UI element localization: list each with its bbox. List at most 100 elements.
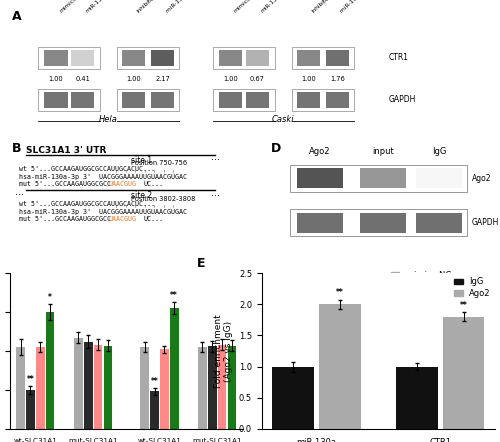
Text: **: **	[460, 301, 468, 310]
Bar	[246, 50, 269, 66]
Bar	[117, 89, 180, 111]
Text: ...: ...	[210, 152, 220, 162]
Text: mimics-NC: mimics-NC	[58, 0, 86, 14]
Text: wt 5'...GCCAAGAUGGCGCCAUUGCACUC...: wt 5'...GCCAAGAUGGCGCCAUUGCACUC...	[20, 165, 156, 171]
Text: wt 5'...GCCAAGAUGGCGCCAUUGCACUC...: wt 5'...GCCAAGAUGGCGCCAUUGCACUC...	[20, 201, 156, 206]
Bar	[228, 346, 236, 429]
Bar	[122, 91, 146, 108]
Bar	[396, 366, 438, 429]
Bar	[46, 312, 54, 429]
Bar	[290, 165, 467, 192]
Bar	[140, 347, 149, 429]
Text: 0.41: 0.41	[76, 76, 90, 82]
Bar	[38, 47, 100, 69]
Bar	[292, 89, 354, 111]
Bar	[212, 47, 275, 69]
Bar	[443, 317, 484, 429]
Bar	[36, 347, 44, 429]
Text: IgG: IgG	[432, 147, 446, 156]
Text: hsa-miR-130a-3p 3'  UACGGGAAAAUUGUAACGUGAC: hsa-miR-130a-3p 3' UACGGGAAAAUUGUAACGUGA…	[20, 174, 188, 180]
Text: UC...: UC...	[144, 216, 164, 222]
Bar	[219, 50, 242, 66]
Text: 1.00: 1.00	[126, 76, 141, 82]
Text: Hela: Hela	[100, 115, 118, 124]
Bar	[296, 91, 320, 108]
Text: 2.17: 2.17	[156, 76, 170, 82]
Bar	[71, 50, 94, 66]
Bar	[296, 50, 320, 66]
Bar	[38, 89, 100, 111]
Bar	[44, 91, 68, 108]
Text: A: A	[12, 10, 22, 23]
Text: miR-130a inhibitor: miR-130a inhibitor	[340, 0, 384, 14]
Bar	[150, 392, 159, 429]
Text: Caski: Caski	[272, 115, 294, 124]
Bar	[160, 350, 168, 429]
Text: E: E	[196, 257, 205, 270]
Bar	[246, 91, 269, 108]
Bar	[292, 47, 354, 69]
Bar	[151, 50, 174, 66]
Bar	[71, 91, 94, 108]
Text: Position 750-756: Position 750-756	[131, 160, 188, 166]
Bar	[44, 50, 68, 66]
Text: GAPDH: GAPDH	[388, 95, 415, 104]
Text: Position 3802-3808: Position 3802-3808	[131, 196, 196, 202]
Bar	[94, 345, 102, 429]
Legend: mimics-NC, miR-130a mimics, inhibitor-NC, miR-130a inhibitor: mimics-NC, miR-130a mimics, inhibitor-NC…	[391, 271, 484, 315]
Bar	[326, 50, 349, 66]
Text: input: input	[372, 147, 394, 156]
Text: ...: ...	[210, 188, 220, 198]
Bar	[122, 50, 146, 66]
Text: Ago2: Ago2	[472, 174, 491, 183]
Text: inhibitor-NC: inhibitor-NC	[310, 0, 340, 14]
Bar	[104, 346, 112, 429]
Bar	[320, 305, 360, 429]
Text: site 2: site 2	[131, 191, 152, 200]
Text: **: **	[336, 289, 344, 297]
Bar	[74, 338, 82, 429]
Text: mut 5'...GCCAAGAUGGCGCC: mut 5'...GCCAAGAUGGCGCC	[20, 181, 112, 187]
Text: 1.76: 1.76	[330, 76, 345, 82]
Text: 0.67: 0.67	[250, 76, 265, 82]
Text: *: *	[48, 293, 52, 302]
Text: hsa-miR-130a-3p 3'  UACGGGAAAAUUGUAACGUGAC: hsa-miR-130a-3p 3' UACGGGAAAAUUGUAACGUGA…	[20, 209, 188, 215]
Text: ...: ...	[14, 187, 24, 197]
Text: D: D	[271, 142, 281, 155]
Text: B: B	[12, 142, 22, 155]
Text: miR-130a: miR-130a	[260, 0, 284, 14]
Bar	[360, 168, 406, 188]
Bar	[117, 47, 180, 69]
Bar	[360, 213, 406, 232]
Text: **: **	[26, 375, 34, 384]
Bar	[416, 168, 463, 188]
Bar	[218, 345, 226, 429]
Text: inhibitor-NC: inhibitor-NC	[136, 0, 165, 14]
Text: mimics-NC: mimics-NC	[233, 0, 260, 14]
Bar	[208, 347, 216, 429]
Bar	[272, 366, 314, 429]
Text: Ago2: Ago2	[310, 147, 331, 156]
Bar	[198, 347, 207, 429]
Bar	[290, 209, 467, 236]
Bar	[212, 89, 275, 111]
Text: miR-130a: miR-130a	[85, 0, 110, 14]
Text: miR-130a inhibitor: miR-130a inhibitor	[165, 0, 209, 14]
Bar	[170, 308, 178, 429]
Bar	[16, 347, 25, 429]
Text: UC...: UC...	[144, 181, 164, 187]
Legend: IgG, Ago2: IgG, Ago2	[454, 278, 491, 298]
Text: **: **	[150, 377, 158, 386]
Bar	[326, 91, 349, 108]
Text: SLC31A1 3' UTR: SLC31A1 3' UTR	[26, 146, 106, 155]
Text: GAPDH: GAPDH	[472, 218, 499, 227]
Text: mut 5'...GCCAAGAUGGCGCC: mut 5'...GCCAAGAUGGCGCC	[20, 216, 112, 222]
Bar	[219, 91, 242, 108]
Bar	[151, 91, 174, 108]
Text: UAACGUG: UAACGUG	[108, 216, 136, 222]
Bar	[84, 342, 92, 429]
Y-axis label: Fold enrichment
(Ago2 vs IgG): Fold enrichment (Ago2 vs IgG)	[214, 314, 234, 388]
Text: CTR1: CTR1	[388, 53, 408, 62]
Text: UAACGUG: UAACGUG	[108, 181, 136, 187]
Bar	[26, 390, 35, 429]
